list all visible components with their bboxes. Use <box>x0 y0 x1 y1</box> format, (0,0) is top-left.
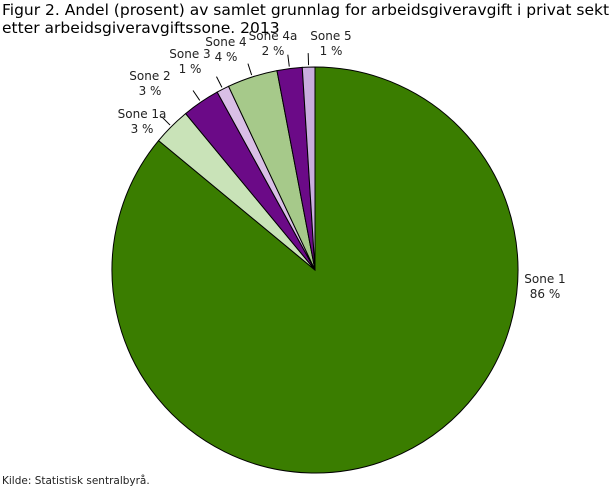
slice-label: Sone 1a <box>118 107 167 121</box>
slice-value-label: 86 % <box>530 287 561 301</box>
slice-value-label: 4 % <box>215 50 238 64</box>
slice-value-label: 3 % <box>131 122 154 136</box>
leader-line <box>216 76 223 88</box>
slice-label: Sone 2 <box>129 69 170 83</box>
leader-line <box>287 54 290 67</box>
slice-value-label: 1 % <box>179 62 202 76</box>
leader-line <box>161 116 171 126</box>
slice-label: Sone 3 <box>169 47 210 61</box>
leader-line <box>247 63 253 76</box>
slice-value-label: 1 % <box>320 44 343 58</box>
slice-value-label: 3 % <box>139 84 162 98</box>
leader-line <box>192 90 201 101</box>
chart-title: etter arbeidsgiveravgiftssone. 2013 <box>2 19 280 37</box>
slice-label: Sone 4a <box>249 29 298 43</box>
slice-label: Sone 1 <box>524 272 565 286</box>
slice-label: Sone 4 <box>205 35 246 49</box>
source: Kilde: Statistisk sentralbyrå. <box>2 474 150 487</box>
slice-value-label: 2 % <box>262 44 285 58</box>
pie-slice <box>301 66 316 271</box>
slice-label: Sone 5 <box>310 29 351 43</box>
chart-title: Figur 2. Andel (prosent) av samlet grunn… <box>2 1 610 19</box>
